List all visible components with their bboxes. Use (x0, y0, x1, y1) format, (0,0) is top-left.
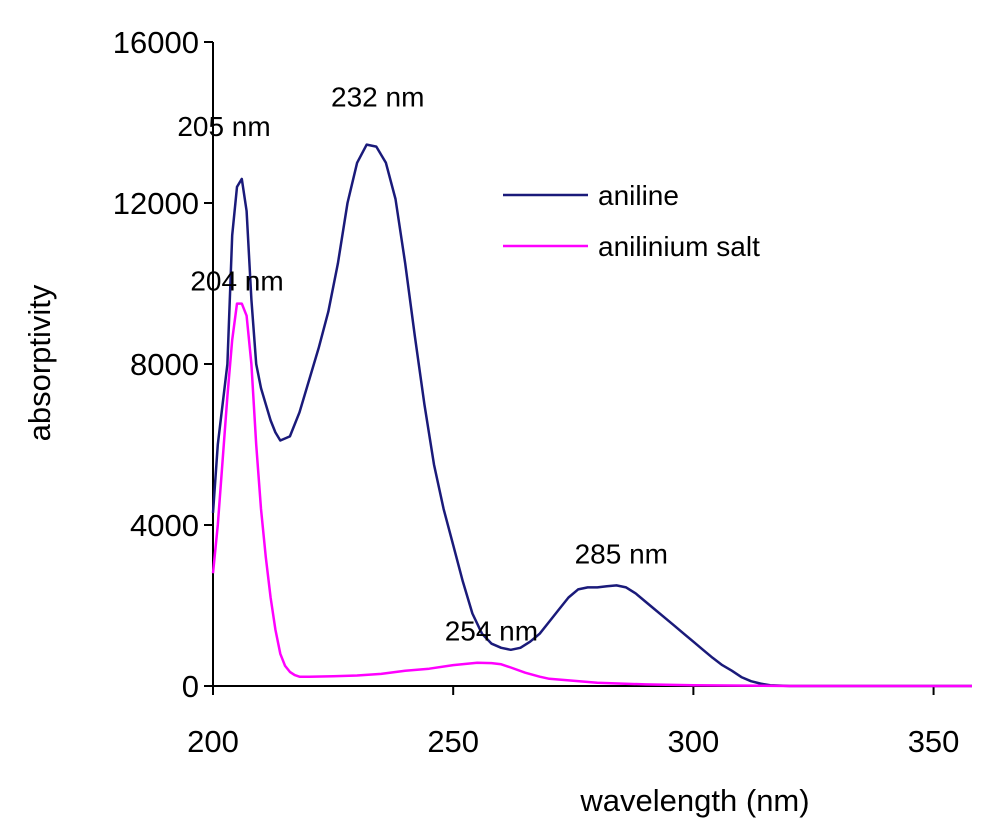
peak-annotation: 232 nm (331, 82, 424, 113)
x-tick-label: 200 (187, 724, 239, 759)
legend-label-aniline: aniline (598, 180, 679, 211)
y-tick-label: 4000 (130, 508, 199, 543)
series-line-aniline (211, 143, 972, 688)
annotation-layer: 205 nm 232 nm 204 nm 285 nm 254 nm (177, 82, 668, 647)
series-layer (211, 143, 972, 688)
y-axis-title: absorptivity (22, 284, 57, 441)
peak-annotation: 204 nm (190, 266, 283, 297)
y-tick-label: 0 (182, 669, 199, 704)
y-tick-label: 16000 (113, 25, 199, 60)
y-tick-label: 12000 (113, 186, 199, 221)
x-tick-label: 350 (908, 724, 960, 759)
x-tick-label: 250 (427, 724, 479, 759)
peak-annotation: 254 nm (445, 616, 538, 647)
legend: aniline anilinium salt (503, 180, 760, 262)
peak-annotation: 205 nm (177, 111, 270, 142)
series-line-anilinium-salt (211, 302, 972, 688)
y-tick-label: 8000 (130, 347, 199, 382)
legend-label-anilinium-salt: anilinium salt (598, 231, 760, 262)
x-ticks: 200 250 300 350 (187, 686, 959, 759)
y-ticks: 0 4000 8000 12000 16000 (113, 25, 213, 704)
x-tick-label: 300 (668, 724, 720, 759)
peak-annotation: 285 nm (575, 538, 668, 569)
x-axis-title: wavelength (nm) (579, 783, 809, 818)
